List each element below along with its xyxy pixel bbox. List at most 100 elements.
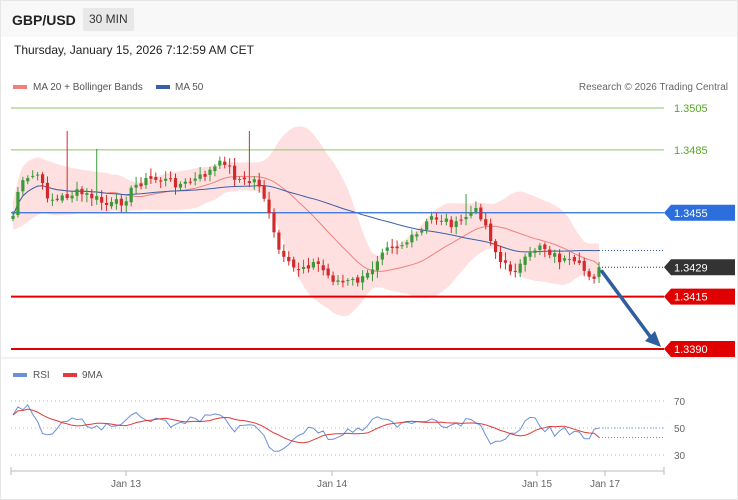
candle-body bbox=[247, 181, 251, 183]
candle-body bbox=[114, 199, 119, 204]
candle bbox=[134, 176, 138, 194]
candle bbox=[154, 172, 158, 183]
rsi-ma-legend-swatch bbox=[63, 373, 77, 377]
timeframe-button[interactable]: 30 MIN bbox=[83, 8, 134, 31]
rsi-line bbox=[12, 404, 600, 452]
rsi-tick-label: 70 bbox=[674, 397, 686, 408]
candle bbox=[321, 259, 325, 276]
x-axis: Jan 13 Jan 14 Jan 15 Jan 17 bbox=[10, 467, 665, 490]
candle-body bbox=[297, 269, 301, 271]
x-axis-tick-label: Jan 14 bbox=[317, 479, 347, 490]
candle-body bbox=[508, 264, 512, 272]
candle-body bbox=[498, 251, 503, 262]
candle-body bbox=[577, 260, 581, 263]
candle bbox=[572, 254, 576, 265]
candle bbox=[90, 189, 94, 207]
candle bbox=[173, 173, 178, 195]
candle-body bbox=[50, 199, 54, 201]
candle bbox=[508, 261, 512, 276]
candle bbox=[159, 177, 163, 189]
candle-body bbox=[16, 191, 20, 216]
level-tag-label-support-2: 1.3390 bbox=[674, 344, 708, 356]
candle bbox=[331, 271, 335, 286]
price-tag-layer: 1.3505 1.3485 1.3455 1.3429 1.3415 1.3390 bbox=[600, 103, 735, 357]
candle-body bbox=[459, 219, 463, 221]
candle bbox=[474, 201, 478, 215]
candle bbox=[114, 193, 119, 210]
candle bbox=[454, 216, 458, 235]
candle-body bbox=[272, 212, 276, 233]
candle-body bbox=[119, 198, 123, 206]
candle bbox=[124, 196, 128, 213]
candle bbox=[75, 181, 79, 201]
candle bbox=[375, 255, 380, 278]
candle bbox=[16, 186, 20, 218]
candle-body bbox=[178, 183, 183, 188]
candle bbox=[380, 248, 384, 266]
candle-body bbox=[361, 276, 365, 283]
candle bbox=[356, 274, 360, 287]
candle bbox=[533, 247, 537, 258]
candle bbox=[208, 166, 212, 182]
candle bbox=[577, 252, 581, 265]
candle bbox=[287, 251, 291, 266]
candle bbox=[21, 176, 25, 196]
candle-body bbox=[129, 187, 133, 203]
x-axis-tick-label: Jan 15 bbox=[522, 479, 552, 490]
candle bbox=[60, 192, 64, 203]
candle-body bbox=[336, 280, 340, 282]
candle-body bbox=[90, 193, 94, 199]
rsi-legend-label: RSI bbox=[33, 370, 50, 381]
candle-body bbox=[326, 268, 330, 276]
candle-body bbox=[351, 279, 355, 281]
candle-body bbox=[218, 160, 222, 166]
candle-body bbox=[11, 215, 15, 219]
candle bbox=[479, 203, 483, 222]
candle-body bbox=[183, 181, 187, 184]
candle-body bbox=[139, 183, 143, 187]
candle-body bbox=[567, 259, 572, 261]
candle-body bbox=[188, 181, 192, 183]
candle bbox=[178, 181, 183, 191]
candle bbox=[351, 276, 355, 286]
candle-body bbox=[277, 232, 281, 250]
candle-body bbox=[346, 280, 350, 282]
candle-body bbox=[85, 193, 89, 195]
level-tag-support-1 bbox=[664, 288, 735, 305]
candle bbox=[489, 218, 493, 246]
price-level-layer bbox=[11, 107, 664, 350]
candle bbox=[70, 191, 74, 203]
moving-average-layer bbox=[12, 175, 664, 272]
candle bbox=[370, 261, 375, 282]
candle bbox=[40, 172, 45, 190]
candle-body bbox=[55, 198, 59, 200]
candle-body bbox=[533, 250, 537, 253]
candle bbox=[109, 197, 114, 209]
candle bbox=[31, 170, 35, 179]
candle-body bbox=[208, 169, 212, 175]
candle-body bbox=[538, 245, 542, 251]
candle bbox=[567, 251, 572, 266]
candle-body bbox=[523, 256, 527, 265]
forecast-arrow-shaft bbox=[600, 269, 654, 341]
candle bbox=[193, 172, 197, 186]
candle-body bbox=[449, 219, 453, 228]
bollinger-legend-label: MA 20 + Bollinger Bands bbox=[33, 82, 143, 93]
candle bbox=[553, 249, 557, 264]
level-label-resistance-2: 1.3505 bbox=[674, 103, 708, 115]
candle bbox=[444, 213, 448, 226]
candle-body bbox=[45, 182, 50, 199]
candle-body bbox=[390, 246, 394, 249]
candle-body bbox=[582, 260, 586, 271]
copyright-label: Research © 2026 Trading Central bbox=[579, 82, 728, 93]
candle bbox=[232, 157, 237, 187]
rsi-legend-swatch bbox=[13, 373, 27, 377]
candle bbox=[582, 257, 586, 277]
x-axis-tick-label: Jan 17 bbox=[590, 479, 620, 490]
candle bbox=[425, 218, 429, 234]
candle bbox=[104, 194, 109, 211]
candle bbox=[164, 171, 168, 187]
candle bbox=[80, 186, 84, 202]
candle bbox=[464, 194, 468, 226]
candle-body bbox=[282, 250, 286, 257]
